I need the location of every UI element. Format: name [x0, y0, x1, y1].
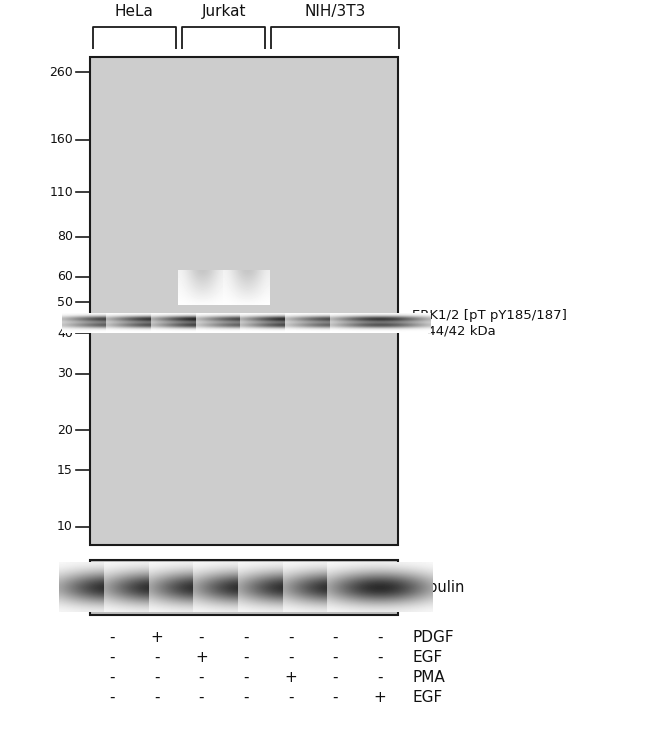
Text: -: -: [243, 630, 249, 645]
Text: -: -: [243, 669, 249, 685]
Text: -: -: [288, 689, 293, 704]
Text: -: -: [243, 689, 249, 704]
Text: +: +: [150, 630, 163, 645]
Text: 40: 40: [57, 327, 73, 340]
Text: -: -: [154, 650, 159, 665]
Text: 15: 15: [57, 464, 73, 477]
Text: 160: 160: [49, 134, 73, 146]
Text: -: -: [154, 669, 159, 685]
Text: HeLa: HeLa: [115, 4, 154, 19]
Text: NIH/3T3: NIH/3T3: [305, 4, 366, 19]
Text: -: -: [377, 630, 383, 645]
Text: +: +: [284, 669, 297, 685]
Text: -: -: [333, 669, 338, 685]
Text: -: -: [109, 689, 115, 704]
Text: 110: 110: [49, 186, 73, 198]
Text: Jurkat: Jurkat: [202, 4, 246, 19]
Text: PMA: PMA: [412, 669, 445, 685]
Text: -: -: [109, 650, 115, 665]
Text: 50: 50: [57, 295, 73, 309]
Text: PDGF: PDGF: [412, 630, 454, 645]
Text: EGF: EGF: [412, 689, 442, 704]
Text: +: +: [374, 689, 386, 704]
Text: ~ 44/42 kDa: ~ 44/42 kDa: [412, 325, 496, 338]
Text: EGF: EGF: [412, 650, 442, 665]
Text: 10: 10: [57, 521, 73, 533]
Text: 30: 30: [57, 367, 73, 380]
Text: 20: 20: [57, 424, 73, 436]
Text: -: -: [199, 669, 204, 685]
Text: -: -: [243, 650, 249, 665]
Text: -: -: [333, 650, 338, 665]
Text: -: -: [377, 669, 383, 685]
Bar: [90, 560, 398, 615]
Text: 80: 80: [57, 230, 73, 243]
Text: Tubulin: Tubulin: [412, 580, 464, 595]
Text: -: -: [333, 630, 338, 645]
Text: 60: 60: [57, 270, 73, 283]
Text: -: -: [199, 630, 204, 645]
Text: -: -: [154, 689, 159, 704]
Text: 260: 260: [49, 66, 73, 78]
Text: -: -: [288, 650, 293, 665]
Text: +: +: [195, 650, 208, 665]
Text: -: -: [288, 630, 293, 645]
Text: ERK1/2 [pT pY185/187]: ERK1/2 [pT pY185/187]: [412, 309, 567, 322]
Text: -: -: [199, 689, 204, 704]
Text: -: -: [109, 669, 115, 685]
Bar: [90, 57, 398, 545]
Text: -: -: [333, 689, 338, 704]
Text: -: -: [377, 650, 383, 665]
Text: -: -: [109, 630, 115, 645]
